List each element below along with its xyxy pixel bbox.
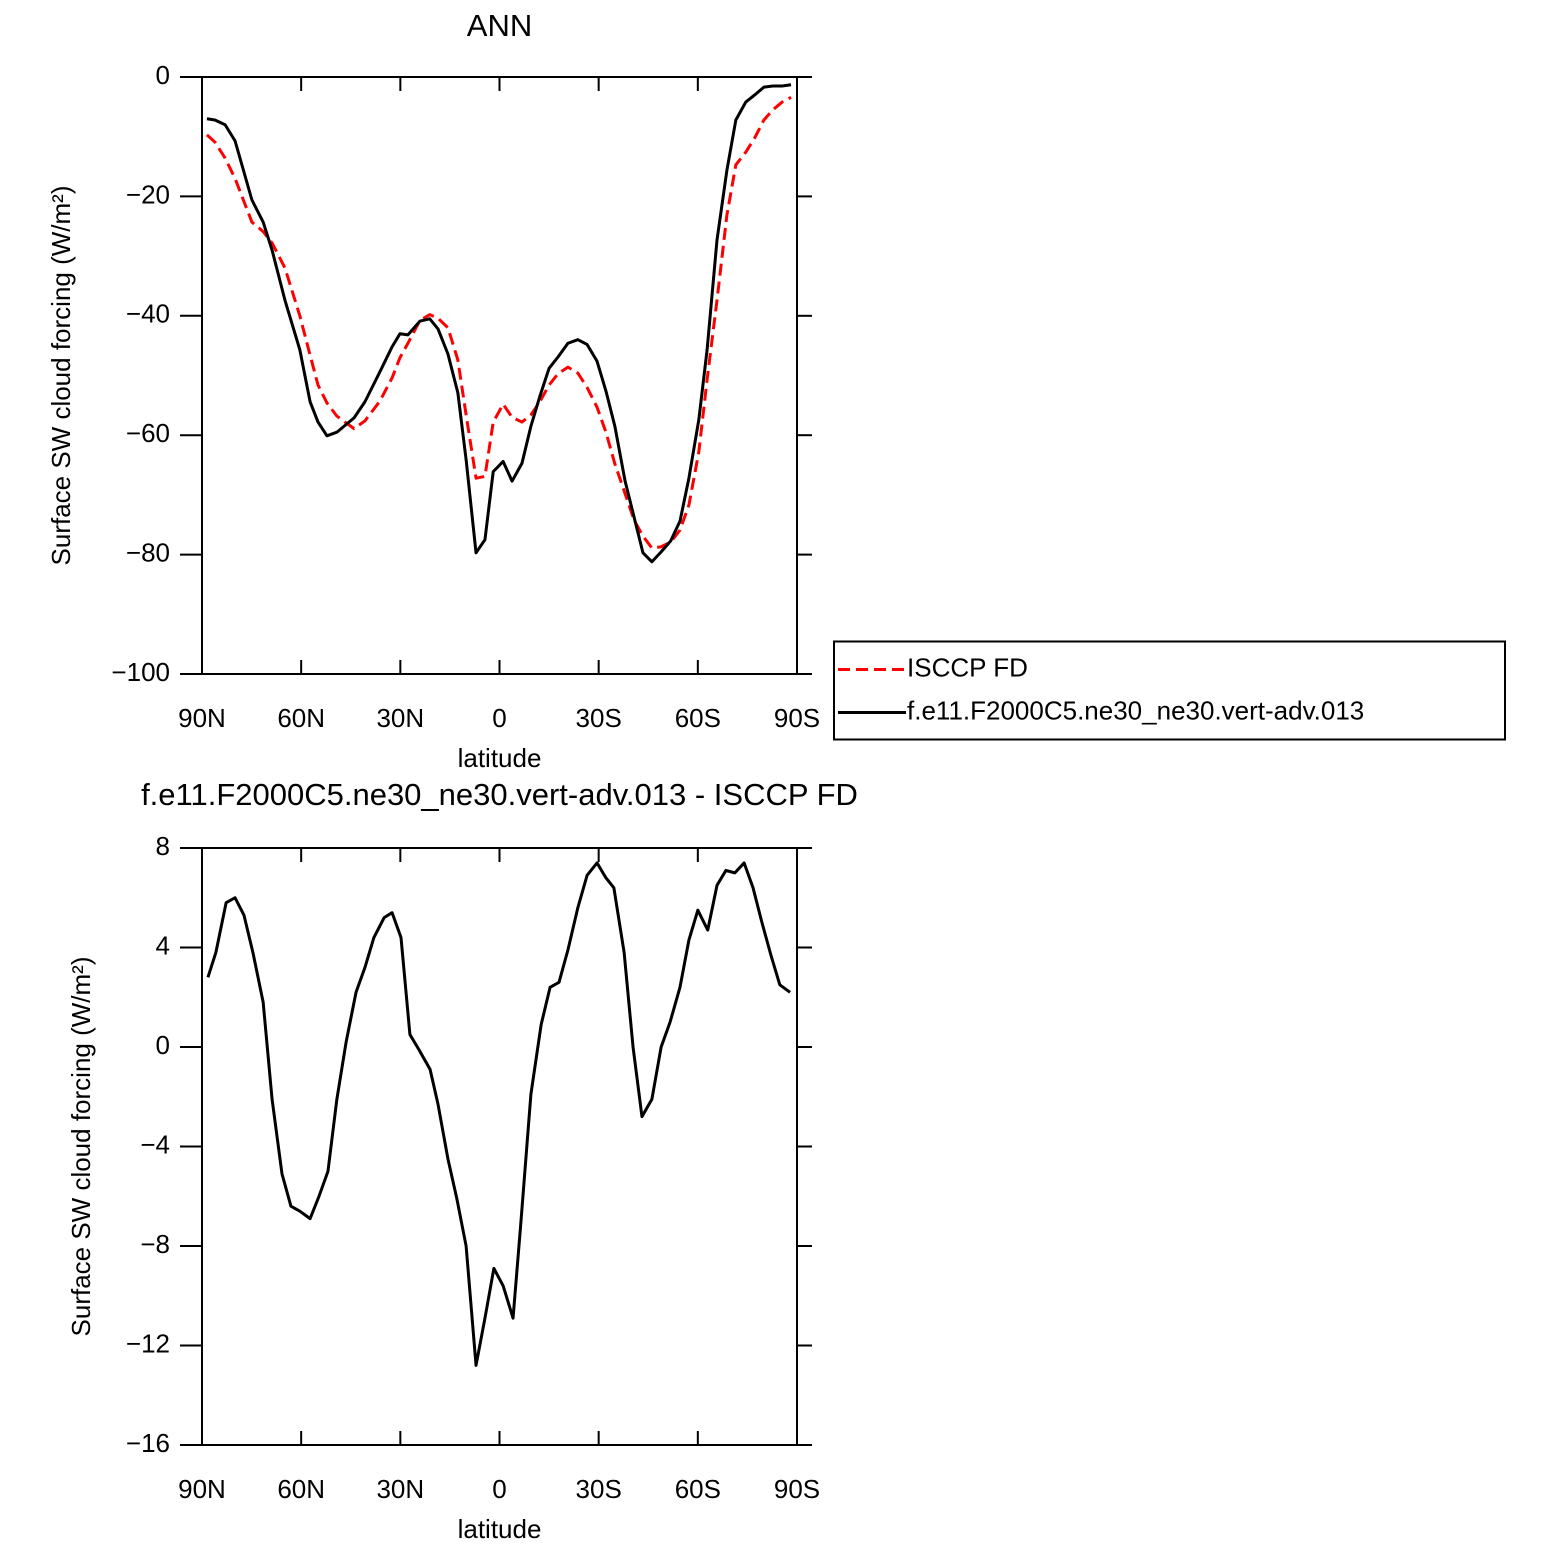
x-tick-label: 90S [774,1474,820,1504]
data-line [206,861,791,1367]
y-tick-label: −60 [126,418,170,448]
x-tick-label: 60S [675,1474,721,1504]
data-line [205,95,792,550]
plot-frame [201,76,798,675]
legend-box [833,640,1506,741]
y-tick-label: 8 [156,831,170,861]
x-tick-label: 60N [277,703,325,733]
x-tick-label: 0 [492,703,506,733]
y-tick-label: −8 [140,1229,170,1259]
x-tick-label: 30N [376,703,424,733]
data-line [206,83,792,564]
x-tick-label: 90N [178,1474,226,1504]
x-tick-label: 60S [675,703,721,733]
plot-frame [201,847,798,1446]
x-tick-label: 30N [376,1474,424,1504]
x-tick-label: 0 [492,1474,506,1504]
y-tick-label: −100 [111,657,170,687]
y-tick-label: −16 [126,1428,170,1458]
y-tick-label: −12 [126,1328,170,1358]
x-tick-label: 30S [576,1474,622,1504]
y-axis-label: Surface SW cloud forcing (W/m²) [66,957,96,1337]
y-tick-label: 4 [156,930,170,960]
x-tick-label: 90N [178,703,226,733]
y-axis-label: Surface SW cloud forcing (W/m²) [46,186,76,566]
x-tick-label: 90S [774,703,820,733]
chart-title: f.e11.F2000C5.ne30_ne30.vert-adv.013 - I… [141,777,858,812]
x-axis-label: latitude [458,743,542,773]
y-tick-label: −20 [126,179,170,209]
legend: ISCCP FD f.e11.F2000C5.ne30_ne30.vert-adv… [833,640,1506,741]
legend-label: f.e11.F2000C5.ne30_ne30.vert-adv.013 [907,695,1364,725]
x-tick-label: 30S [576,703,622,733]
legend-label: ISCCP FD [907,652,1028,682]
y-tick-label: 0 [156,1030,170,1060]
y-tick-label: −80 [126,537,170,567]
x-axis-label: latitude [458,1514,542,1544]
x-tick-label: 60N [277,1474,325,1504]
y-tick-label: 0 [156,60,170,90]
chart-title: ANN [467,8,532,43]
y-tick-label: −40 [126,299,170,329]
y-tick-label: −4 [140,1129,170,1159]
